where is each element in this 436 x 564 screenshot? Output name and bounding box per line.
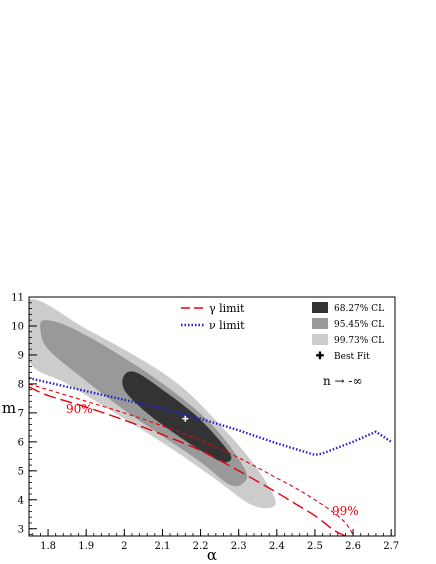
y-axis-label: m <box>2 399 16 417</box>
legend-gamma-label: γ limit <box>209 302 245 315</box>
x-tick-label: 2.3 <box>231 541 247 552</box>
legend-cl99-label: 99.73% CL <box>334 336 384 346</box>
legend-confidence: 68.27% CL 95.45% CL 99.73% CL ✚ Best Fit <box>312 302 384 362</box>
legend-cl68-swatch <box>312 302 328 313</box>
gamma-limit-90-line <box>29 386 346 536</box>
y-tick-label: 11 <box>11 293 24 304</box>
contour-68-27-cl <box>122 371 232 463</box>
x-tick-label: 2.6 <box>345 541 361 552</box>
limit-curves <box>29 376 392 536</box>
legend-best-fit-label: Best Fit <box>334 352 370 362</box>
x-tick-label: 2.2 <box>193 541 209 552</box>
x-tick-label: 1.9 <box>78 541 94 552</box>
gamma-90-label: 90% <box>66 402 93 416</box>
x-tick-label: 2 <box>121 541 127 552</box>
y-tick-label: 6 <box>18 437 24 448</box>
y-tick-label: 3 <box>18 524 24 535</box>
x-tick-label: 2.5 <box>307 541 323 552</box>
confidence-contours <box>29 299 276 509</box>
x-tick-label: 2.1 <box>154 541 170 552</box>
x-axis: 1.8 1.9 2 2.1 2.2 2.3 2.4 2.5 2.6 2.7 <box>32 529 399 552</box>
nu-limit-line <box>29 376 392 457</box>
y-tick-label: 8 <box>18 379 24 390</box>
x-tick-label: 2.7 <box>383 541 399 552</box>
x-tick-label: 1.8 <box>40 541 56 552</box>
legend-best-fit-marker: ✚ <box>316 351 325 362</box>
legend-cl68-label: 68.27% CL <box>334 304 384 314</box>
y-tick-label: 9 <box>18 350 24 361</box>
x-axis-label: α <box>207 546 217 564</box>
plot-frame <box>28 296 396 537</box>
x-tick-label: 2.4 <box>269 541 285 552</box>
gamma-limit-99-line <box>29 383 354 535</box>
limit-annotation: n → -∞ <box>323 374 362 388</box>
y-tick-label: 7 <box>18 408 24 419</box>
plot-area <box>29 299 392 536</box>
y-axis: 3 4 5 6 7 8 9 10 11 <box>11 293 37 535</box>
legend-nu-label: ν limit <box>209 319 245 332</box>
legend-limits: γ limit ν limit <box>181 302 245 332</box>
best-fit-marker <box>182 415 189 422</box>
y-tick-label: 4 <box>18 495 24 506</box>
y-tick-label: 5 <box>18 466 24 477</box>
gamma-99-label: 99% <box>332 504 359 518</box>
legend-cl95-label: 95.45% CL <box>334 320 384 330</box>
legend-cl99-swatch <box>312 334 328 345</box>
legend-cl95-swatch <box>312 318 328 329</box>
y-tick-label: 10 <box>11 321 24 332</box>
